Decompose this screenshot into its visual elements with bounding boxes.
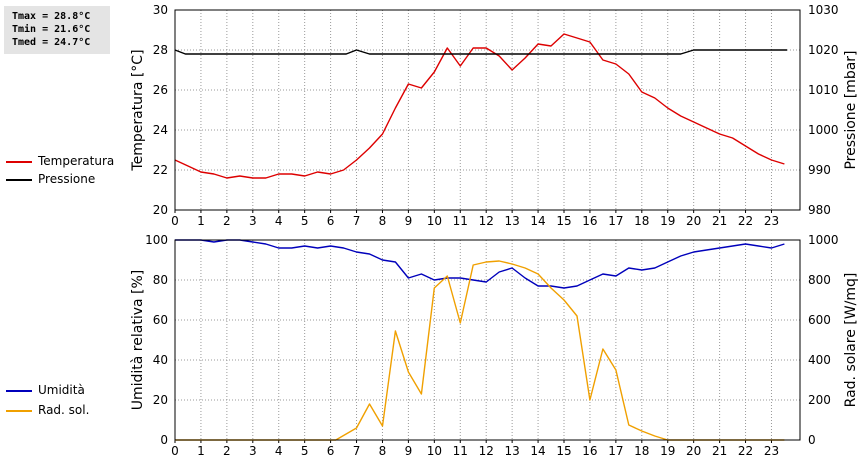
- x-tick-label: 22: [738, 444, 753, 458]
- y2-axis-title: Rad. solare [W/mq]: [843, 273, 859, 408]
- x-tick-label: 4: [275, 444, 283, 458]
- x-tick-label: 2: [223, 214, 231, 228]
- x-tick-label: 7: [353, 214, 361, 228]
- x-tick-label: 8: [379, 444, 387, 458]
- y-tick-label: 20: [153, 203, 168, 217]
- y2-tick-label: 400: [808, 353, 831, 367]
- x-tick-label: 9: [405, 214, 413, 228]
- x-tick-label: 5: [301, 444, 309, 458]
- y-tick-label: 20: [153, 393, 168, 407]
- y-tick-label: 80: [153, 273, 168, 287]
- y-tick-label: 22: [153, 163, 168, 177]
- legend-temperature-label: Temperatura: [38, 154, 115, 168]
- x-tick-label: 3: [249, 214, 257, 228]
- y2-tick-label: 1010: [808, 83, 839, 97]
- stats-box: Tmax = 28.8°C Tmin = 21.6°C Tmed = 24.7°…: [4, 6, 110, 54]
- y2-tick-label: 200: [808, 393, 831, 407]
- y2-tick-label: 990: [808, 163, 831, 177]
- x-tick-label: 10: [427, 444, 442, 458]
- series-line-2: [174, 49, 787, 55]
- x-tick-label: 17: [608, 444, 623, 458]
- x-tick-label: 22: [738, 214, 753, 228]
- x-tick-label: 18: [634, 214, 649, 228]
- x-tick-label: 11: [453, 444, 468, 458]
- x-tick-label: 15: [556, 444, 571, 458]
- series-line-1: [174, 33, 785, 179]
- x-tick-label: 6: [327, 444, 335, 458]
- x-tick-label: 3: [249, 444, 257, 458]
- legend-solar-swatch: [6, 410, 32, 412]
- chart-panel-2: 0 1 2 3 4 5 6 7 8 9 10 11 12 13 14 15 16 17 18 19 20 21 22 2302…: [130, 233, 859, 458]
- x-tick-label: 19: [660, 214, 675, 228]
- y2-tick-label: 800: [808, 273, 831, 287]
- x-tick-label: 4: [275, 214, 283, 228]
- x-tick-label: 20: [686, 214, 701, 228]
- tmax-label: Tmax = 28.8°C: [12, 11, 91, 22]
- legend-temperature-swatch: [6, 161, 32, 163]
- x-tick-label: 1: [197, 214, 205, 228]
- series-line-1: [175, 239, 785, 289]
- legend-solar-label: Rad. sol.: [38, 403, 90, 417]
- x-tick-label: 1: [197, 444, 205, 458]
- y2-tick-label: 1030: [808, 3, 839, 17]
- x-tick-label: 12: [479, 444, 494, 458]
- y2-tick-label: 1020: [808, 43, 839, 57]
- y-axis-title: Temperatura [°C]: [130, 49, 146, 171]
- x-tick-label: 20: [686, 444, 701, 458]
- legend-pressure-swatch: [6, 179, 32, 181]
- legend-humidity-swatch: [6, 390, 32, 392]
- x-tick-label: 0: [171, 444, 179, 458]
- x-tick-label: 15: [556, 214, 571, 228]
- y-tick-label: 100: [145, 233, 168, 247]
- y-tick-label: 24: [153, 123, 168, 137]
- x-tick-label: 21: [712, 444, 727, 458]
- y2-tick-label: 1000: [808, 123, 839, 137]
- series-line-2: [175, 260, 785, 441]
- x-tick-label: 7: [353, 444, 361, 458]
- plot-frame: [174, 239, 801, 441]
- y-tick-label: 26: [153, 83, 168, 97]
- x-tick-label: 14: [530, 214, 545, 228]
- x-tick-label: 19: [660, 444, 675, 458]
- legend-pressure-label: Pressione: [38, 172, 96, 186]
- plot-frame: [174, 9, 801, 211]
- x-tick-label: 12: [479, 214, 494, 228]
- tmed-label: Tmed = 24.7°C: [12, 37, 91, 48]
- y-tick-label: 0: [160, 433, 168, 447]
- x-tick-label: 2: [223, 444, 231, 458]
- x-tick-label: 9: [405, 444, 413, 458]
- x-tick-label: 13: [504, 214, 519, 228]
- x-tick-label: 16: [582, 214, 597, 228]
- x-tick-label: 13: [504, 444, 519, 458]
- chart-panel-1: 0 1 2 3 4 5 6 7 8 9 10 11 12 13 14 15 16 17 18 19 20 21 22 2320…: [130, 3, 859, 228]
- x-tick-label: 8: [379, 214, 387, 228]
- y-tick-label: 30: [153, 3, 168, 17]
- y2-tick-label: 600: [808, 313, 831, 327]
- x-tick-label: 6: [327, 214, 335, 228]
- x-tick-label: 0: [171, 214, 179, 228]
- x-tick-label: 5: [301, 214, 309, 228]
- y-tick-label: 28: [153, 43, 168, 57]
- y-tick-label: 40: [153, 353, 168, 367]
- x-tick-label: 23: [764, 444, 779, 458]
- x-tick-label: 11: [453, 214, 468, 228]
- y2-axis-title: Pressione [mbar]: [843, 50, 859, 169]
- y2-tick-label: 1000: [808, 233, 839, 247]
- y2-tick-label: 980: [808, 203, 831, 217]
- y-tick-label: 60: [153, 313, 168, 327]
- x-tick-label: 17: [608, 214, 623, 228]
- y2-tick-label: 0: [808, 433, 816, 447]
- x-tick-label: 21: [712, 214, 727, 228]
- y-axis-title: Umidità relativa [%]: [130, 270, 146, 411]
- x-tick-label: 23: [764, 214, 779, 228]
- x-tick-label: 16: [582, 444, 597, 458]
- x-tick-label: 14: [530, 444, 545, 458]
- tmin-label: Tmin = 21.6°C: [12, 24, 91, 35]
- x-tick-label: 18: [634, 444, 649, 458]
- legend-humidity-label: Umidità: [38, 383, 85, 397]
- x-tick-label: 10: [427, 214, 442, 228]
